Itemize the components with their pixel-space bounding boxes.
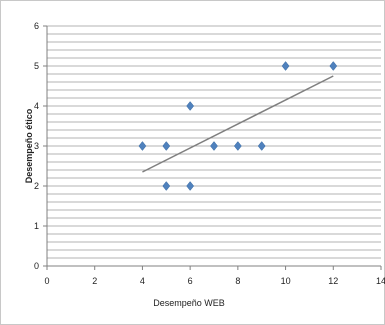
data-point [186, 181, 195, 191]
gridlines [47, 25, 381, 259]
data-point [138, 141, 147, 151]
data-point [329, 61, 338, 71]
y-tick-label: 0 [34, 261, 39, 271]
x-tick-label: 14 [376, 276, 385, 286]
y-tick-label: 2 [34, 181, 39, 191]
x-tick-label: 12 [328, 276, 338, 286]
data-point [162, 181, 171, 191]
x-tick-label: 0 [44, 276, 49, 286]
data-point [257, 141, 266, 151]
y-tick-label: 3 [34, 141, 39, 151]
data-point [233, 141, 242, 151]
y-tick-label: 6 [34, 21, 39, 31]
y-tick-label: 5 [34, 61, 39, 71]
trendline [142, 75, 334, 173]
x-axis-title: Desempeño WEB [153, 298, 225, 308]
y-tick-label: 1 [34, 221, 39, 231]
x-tick-label: 6 [188, 276, 193, 286]
y-axis-title: Desempeño ético [24, 108, 34, 183]
data-point [186, 101, 195, 111]
data-point [162, 141, 171, 151]
data-point [281, 61, 290, 71]
x-tick-label: 8 [235, 276, 240, 286]
data-points [138, 61, 338, 191]
x-tick-label: 4 [140, 276, 145, 286]
x-tick-label: 10 [281, 276, 291, 286]
y-tick-label: 4 [34, 101, 39, 111]
data-point [210, 141, 218, 151]
axes [43, 25, 382, 270]
x-tick-label: 2 [92, 276, 97, 286]
